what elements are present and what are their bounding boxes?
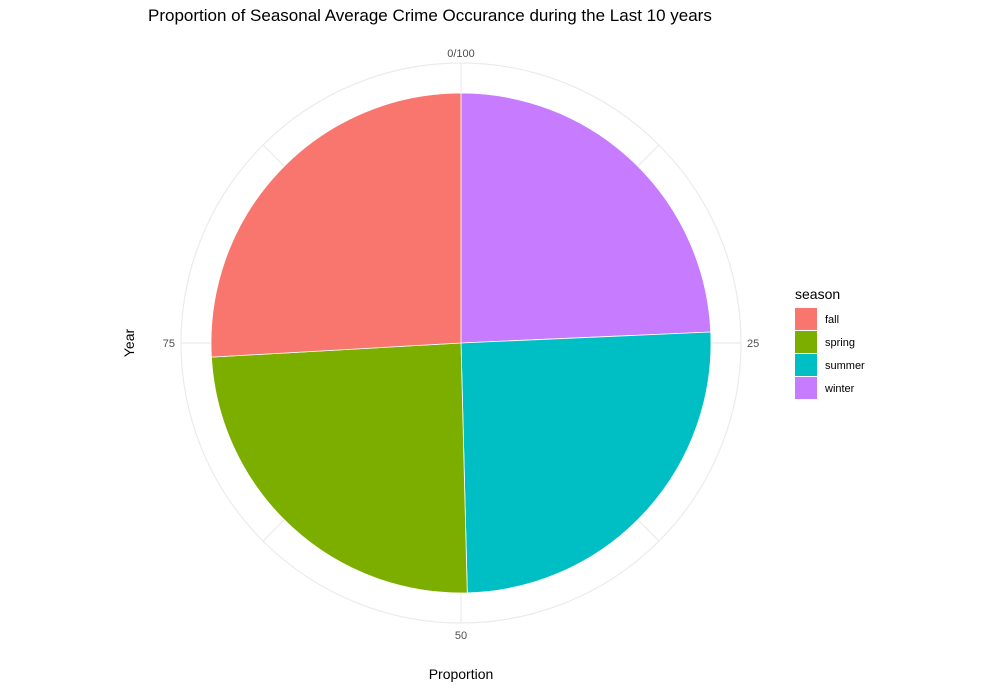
legend-label-fall: fall [825, 314, 839, 326]
legend: season fall spring summer winter [795, 286, 865, 399]
pie-slice-spring [210, 342, 468, 594]
legend-title: season [795, 286, 840, 302]
legend-items: fall spring summer winter [795, 308, 865, 399]
legend-key-spring [795, 331, 817, 353]
pie-slice-fall [210, 92, 462, 358]
legend-label-winter: winter [824, 383, 855, 395]
pie-slice-summer [460, 331, 712, 594]
theta-tick-label: 0/100 [447, 48, 475, 60]
legend-label-summer: summer [825, 360, 865, 372]
chart-title: Proportion of Seasonal Average Crime Occ… [148, 6, 712, 25]
theta-tick-labels: 0/100 25 50 75 [163, 48, 760, 642]
legend-key-winter [795, 377, 817, 399]
pie-slices [210, 92, 712, 594]
theta-tick-label: 25 [747, 338, 759, 350]
pie-slice-winter [460, 92, 712, 344]
legend-label-spring: spring [825, 337, 855, 349]
theta-tick-label: 75 [163, 338, 175, 350]
y-axis-title: Year [121, 329, 137, 358]
legend-key-fall [795, 308, 817, 330]
x-axis-title: Proportion [429, 666, 494, 682]
theta-tick-label: 50 [455, 630, 467, 642]
legend-key-summer [795, 354, 817, 376]
